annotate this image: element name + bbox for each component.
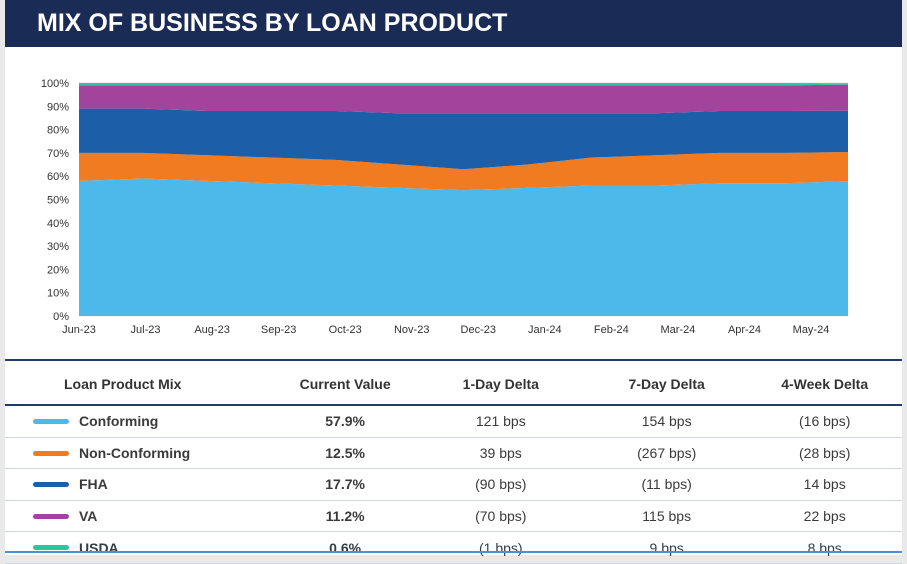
col-header-1day: 1-Day Delta <box>415 363 586 406</box>
y-tick-label: 80% <box>47 125 69 137</box>
table-row: FHA 17.7% (90 bps) (11 bps) 14 bps <box>5 468 902 501</box>
x-tick-label: Apr-24 <box>728 324 761 336</box>
one-day-delta: (70 bps) <box>415 500 586 533</box>
current-value: 17.7% <box>274 468 416 501</box>
table-header-row: Loan Product Mix Current Value 1-Day Del… <box>5 363 902 406</box>
four-week-delta: (28 bps) <box>747 437 902 470</box>
area-series-va <box>79 84 848 114</box>
legend-swatch-fha <box>33 482 69 488</box>
area-series-usda <box>79 83 848 86</box>
row-label: VA <box>79 508 98 525</box>
x-tick-label: May-24 <box>793 324 830 336</box>
legend-swatch-conforming <box>33 419 69 425</box>
area-series-conforming <box>79 178 848 316</box>
legend-swatch-non-conforming <box>33 450 69 456</box>
y-tick-label: 100% <box>41 78 69 90</box>
x-tick-label: Jul-23 <box>131 324 161 336</box>
dashboard-card: MIX OF BUSINESS BY LOAN PRODUCT 0% 10% 20%… <box>5 0 902 564</box>
seven-day-delta: 115 bps <box>585 500 748 533</box>
one-day-delta: (90 bps) <box>415 468 586 501</box>
current-value: 11.2% <box>274 500 416 533</box>
four-week-delta: 22 bps <box>747 500 902 533</box>
stacked-area-chart: 0% 10% 20% 30% 40% 50% 60% 70% 80% 90% 100% Jun-23 J… <box>41 78 848 336</box>
col-header-current: Current Value <box>274 363 416 406</box>
bottom-border <box>5 551 902 553</box>
current-value: 12.5% <box>274 437 416 470</box>
table-row: Conforming 57.9% 121 bps 154 bps (16 bps… <box>5 405 902 438</box>
table-row: USDA 0.6% (1 bps) 9 bps 8 bps <box>5 531 902 564</box>
y-tick-label: 40% <box>47 218 69 230</box>
table-row: Non-Conforming 12.5% 39 bps (267 bps) (2… <box>5 437 902 470</box>
seven-day-delta: 9 bps <box>585 531 748 564</box>
header-bar: MIX OF BUSINESS BY LOAN PRODUCT <box>5 0 902 47</box>
seven-day-delta: (11 bps) <box>585 468 748 501</box>
x-tick-label: Jun-23 <box>62 324 96 336</box>
four-week-delta: (16 bps) <box>747 405 902 438</box>
four-week-delta: 14 bps <box>747 468 902 501</box>
chart-area: 0% 10% 20% 30% 40% 50% 60% 70% 80% 90% 100% Jun-23 J… <box>5 47 902 359</box>
row-label: Non-Conforming <box>79 444 191 461</box>
x-tick-label: Mar-24 <box>660 324 695 336</box>
col-header-product: Loan Product Mix <box>5 363 275 406</box>
x-tick-label: Jan-24 <box>528 324 562 336</box>
four-week-delta: 8 bps <box>747 531 902 564</box>
one-day-delta: 39 bps <box>415 437 586 470</box>
row-label: FHA <box>79 476 108 493</box>
table-divider <box>5 359 902 361</box>
legend-swatch-va <box>33 513 69 519</box>
y-tick-label: 0% <box>53 311 69 323</box>
x-tick-label: Aug-23 <box>194 324 229 336</box>
col-header-7day: 7-Day Delta <box>585 363 748 406</box>
col-header-4week: 4-Week Delta <box>747 363 902 406</box>
area-series-non-conforming <box>79 151 848 191</box>
y-tick-label: 30% <box>47 241 69 253</box>
seven-day-delta: (267 bps) <box>585 437 748 470</box>
x-tick-label: Feb-24 <box>594 324 629 336</box>
table-row: VA 11.2% (70 bps) 115 bps 22 bps <box>5 500 902 533</box>
legend-swatch-usda <box>33 545 69 551</box>
area-series-fha <box>79 108 848 170</box>
one-day-delta: (1 bps) <box>415 531 586 564</box>
x-tick-label: Dec-23 <box>461 324 496 336</box>
loan-mix-table: Loan Product Mix Current Value 1-Day Del… <box>5 363 902 564</box>
row-label: Conforming <box>79 413 159 430</box>
x-tick-label: Sep-23 <box>261 324 296 336</box>
y-tick-label: 70% <box>47 148 69 160</box>
current-value: 0.6% <box>274 531 416 564</box>
y-tick-label: 50% <box>47 195 69 207</box>
x-tick-label: Nov-23 <box>394 324 429 336</box>
page-title: MIX OF BUSINESS BY LOAN PRODUCT <box>37 9 508 37</box>
one-day-delta: 121 bps <box>415 405 586 438</box>
row-label: USDA <box>79 539 119 556</box>
x-tick-label: Oct-23 <box>329 324 362 336</box>
y-tick-label: 20% <box>47 264 69 276</box>
y-tick-label: 60% <box>47 171 69 183</box>
seven-day-delta: 154 bps <box>585 405 748 438</box>
y-tick-label: 10% <box>47 288 69 300</box>
current-value: 57.9% <box>274 405 416 438</box>
y-tick-label: 90% <box>47 101 69 113</box>
